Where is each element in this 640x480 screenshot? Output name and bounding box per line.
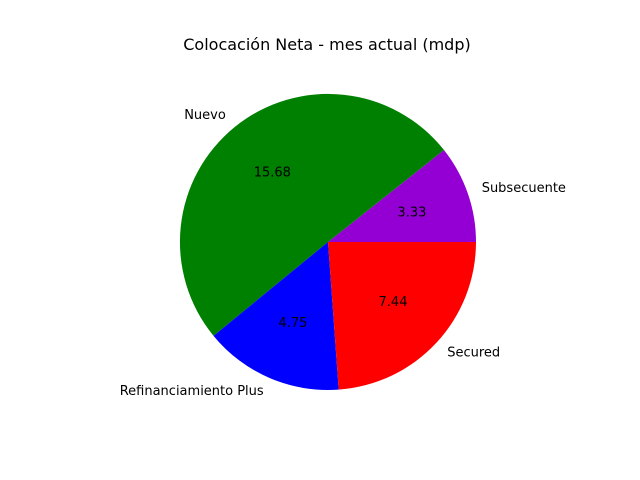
chart-title: Colocación Neta - mes actual (mdp) <box>183 35 470 54</box>
slice-value-secured: 7.44 <box>379 295 408 310</box>
pie-labels: Subsecuente 3.33 Nuevo 15.68 Refinanciamient… <box>120 108 566 399</box>
slice-value-subsecuente: 3.33 <box>397 205 426 220</box>
pie-slice-nuevo <box>179 93 444 336</box>
slice-label-secured: Secured <box>447 345 500 360</box>
pie-slices <box>179 93 476 390</box>
slice-label-nuevo: Nuevo <box>184 108 226 123</box>
pie-slice-subsecuente <box>328 150 476 242</box>
slice-label-refinanciamiento-plus: Refinanciamiento Plus <box>120 384 264 399</box>
pie-slice-secured <box>328 242 476 390</box>
slice-value-nuevo: 15.68 <box>254 165 291 180</box>
slice-value-refinanciamiento-plus: 4.75 <box>278 316 307 331</box>
pie-slice-refinanciamiento-plus <box>213 242 339 390</box>
slice-label-subsecuente: Subsecuente <box>482 181 566 196</box>
